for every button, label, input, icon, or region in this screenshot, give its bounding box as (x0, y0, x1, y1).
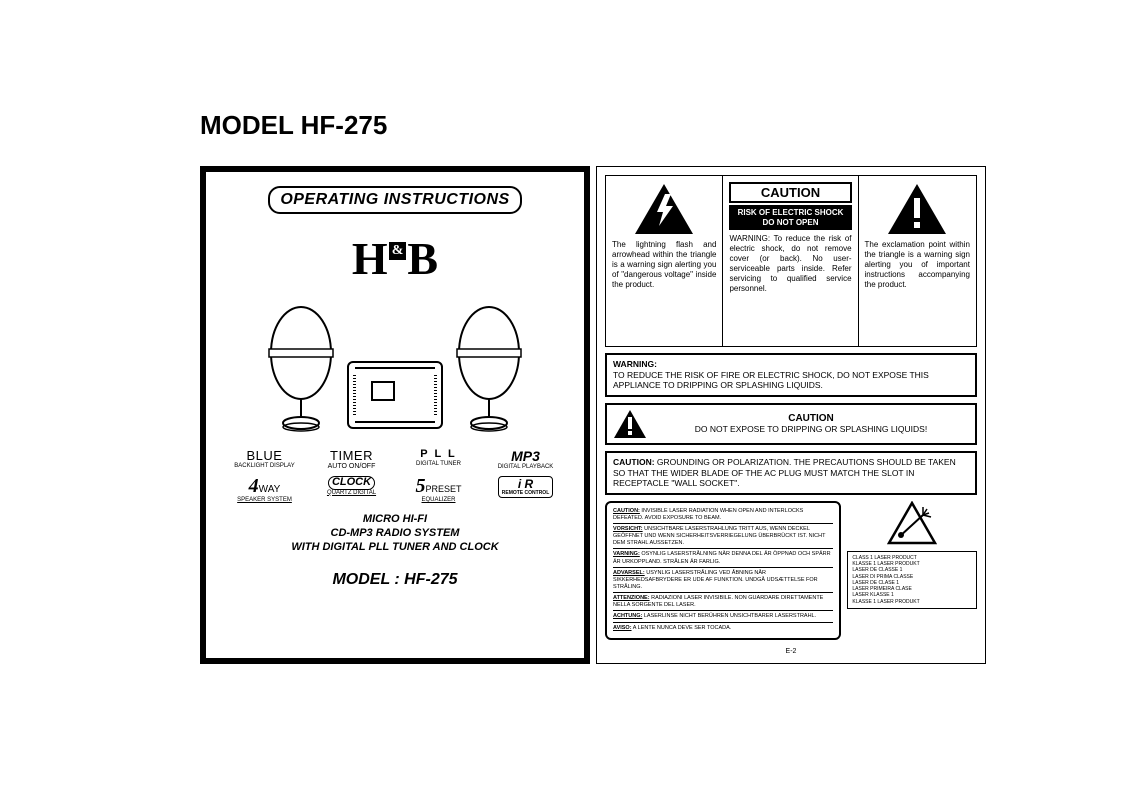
product-illustration (263, 295, 527, 435)
left-speaker-icon (263, 303, 339, 435)
logo-h: H (352, 232, 388, 285)
page-number: E-2 (605, 648, 977, 655)
feature-remote: i R REMOTE CONTROL (487, 476, 564, 503)
feature-grid: BLUE BACKLIGHT DISPLAY TIMER AUTO ON/OFF… (218, 449, 572, 503)
exclamation-triangle-icon (886, 182, 948, 236)
hb-logo: H & B (352, 232, 438, 285)
risk-box: RISK OF ELECTRIC SHOCK DO NOT OPEN (729, 205, 851, 230)
lightning-triangle-icon (633, 182, 695, 236)
feature-preset: 5PRESET EQUALIZER (400, 476, 477, 503)
desc-line-1: MICRO HI-FI (291, 513, 498, 527)
exclamation-cell: The exclamation point within the triangl… (859, 176, 976, 346)
cover-panel: OPERATING INSTRUCTIONS H & B (200, 166, 590, 664)
lightning-text: The lightning flash and arrowhead within… (612, 240, 716, 290)
feature-mp3-sub: DIGITAL PLAYBACK (487, 464, 564, 470)
safety-panel: The lightning flash and arrowhead within… (596, 166, 986, 664)
fire-shock-warning: WARNING: TO REDUCE THE RISK OF FIRE OR E… (605, 353, 977, 397)
laser-en-lbl: CAUTION: (613, 508, 640, 514)
feature-clock-sub: QUARTZ DIGITAL (313, 490, 390, 496)
feature-timer-sub: AUTO ON/OFF (313, 463, 390, 470)
feature-4way-sub: SPEAKER SYSTEM (226, 497, 303, 503)
laser-pt-txt: A LENTE NUNCA DEVE SER TOCADA. (632, 625, 732, 631)
laser-it-lbl: ATTENZIONE: (613, 595, 650, 601)
logo-b: B (407, 232, 438, 285)
feature-remote-title: i R (518, 477, 533, 491)
feature-timer-title: TIMER (313, 449, 390, 463)
risk-line-1: RISK OF ELECTRIC SHOCK (731, 208, 849, 218)
desc-line-2: CD-MP3 RADIO SYSTEM (291, 527, 498, 541)
product-description: MICRO HI-FI CD-MP3 RADIO SYSTEM WITH DIG… (291, 513, 498, 554)
feature-blue-title: BLUE (226, 449, 303, 463)
laser-it: ATTENZIONE: RADIAZIONI LASER INVISIBILE.… (613, 594, 833, 611)
feature-pll: P L L DIGITAL TUNER (400, 449, 477, 470)
right-speaker-icon (451, 303, 527, 435)
laser-multilang-box: CAUTION: INVISIBLE LASER RADIATION WHEN … (605, 501, 841, 640)
laser-de2-lbl: ACHTUNG: (613, 613, 642, 619)
laser-sv-lbl: VARNING: (613, 551, 640, 557)
risk-line-2: DO NOT OPEN (731, 218, 849, 228)
laser-de2-txt: LASERLINSE NICHT BERÜHREN UNSICHTBARER L… (642, 613, 816, 619)
feature-clock: CLOCK QUARTZ DIGITAL (313, 476, 390, 503)
laser-da: ADVARSEL: USYNLIG LASERSTRÅLING VED ÅBNI… (613, 569, 833, 593)
laser-en-txt: INVISIBLE LASER RADIATION WHEN OPEN AND … (613, 508, 803, 521)
laser-de: VORSICHT: UNSICHTBARE LASERSTRAHLUNG TRI… (613, 525, 833, 549)
feature-mp3-title: MP3 (487, 449, 564, 464)
splash-caution-text: CAUTION DO NOT EXPOSE TO DRIPPING OR SPL… (653, 413, 969, 434)
laser-da-lbl: ADVARSEL: (613, 570, 645, 576)
feature-4way-title: WAY (259, 484, 281, 495)
feature-blue: BLUE BACKLIGHT DISPLAY (226, 449, 303, 470)
laser-pt: AVISO: A LENTE NUNCA DEVE SER TOCADA. (613, 624, 833, 633)
page-title: MODEL HF-275 (200, 110, 387, 141)
laser-symbol-column: CLASS 1 LASER PRODUCT KLASSE 1 LASER PRO… (847, 501, 977, 640)
splash-caution-header: CAUTION (653, 413, 969, 424)
warning-text: WARNING: To reduce the risk of electric … (729, 234, 851, 294)
splash-caution-row: CAUTION DO NOT EXPOSE TO DRIPPING OR SPL… (605, 403, 977, 445)
laser-sv: VARNING: OSYNLIG LASERSTRÅLNING NÄR DENN… (613, 550, 833, 567)
exclamation-text: The exclamation point within the triangl… (865, 240, 970, 290)
splash-caution-body: DO NOT EXPOSE TO DRIPPING OR SPLASHING L… (695, 424, 927, 434)
laser-triangle-icon (887, 501, 937, 545)
feature-4way-digit: 4 (249, 475, 259, 497)
caution-heading: CAUTION (729, 182, 851, 203)
laser-class-box: CLASS 1 LASER PRODUCT KLASSE 1 LASER PRO… (847, 551, 977, 609)
laser-sv-txt: OSYNLIG LASERSTRÅLNING NÄR DENNA DEL ÄR … (613, 551, 831, 564)
fire-shock-header: WARNING: (613, 359, 657, 369)
laser-pt-lbl: AVISO: (613, 625, 632, 631)
laser-de2: ACHTUNG: LASERLINSE NICHT BERÜHREN UNSIC… (613, 612, 833, 622)
class-line-7: KLASSE 1 LASER PRODUKT (852, 599, 972, 605)
feature-preset-title: PRESET (425, 484, 461, 494)
main-unit-icon (347, 361, 443, 429)
lightning-cell: The lightning flash and arrowhead within… (606, 176, 723, 346)
grounding-text: GROUNDING OR POLARIZATION. THE PRECAUTIO… (613, 457, 956, 488)
exclamation-small-icon (613, 409, 647, 439)
model-label: MODEL : HF-275 (332, 571, 457, 589)
laser-row: CAUTION: INVISIBLE LASER RADIATION WHEN … (605, 501, 977, 640)
feature-4way: 4WAY SPEAKER SYSTEM (226, 476, 303, 503)
feature-preset-digit: 5 (415, 475, 425, 497)
caution-cell: CAUTION RISK OF ELECTRIC SHOCK DO NOT OP… (723, 176, 858, 346)
feature-remote-sub: REMOTE CONTROL (502, 491, 550, 496)
feature-clock-title: CLOCK (328, 476, 375, 490)
top-warning-row: The lightning flash and arrowhead within… (605, 175, 977, 347)
laser-de-txt: UNSICHTBARE LASERSTRAHLUNG TRITT AUS, WE… (613, 526, 825, 546)
fire-shock-text: TO REDUCE THE RISK OF FIRE OR ELECTRIC S… (613, 370, 929, 391)
grounding-header: CAUTION: (613, 457, 655, 467)
grounding-caution: CAUTION: GROUNDING OR POLARIZATION. THE … (605, 451, 977, 495)
feature-timer: TIMER AUTO ON/OFF (313, 449, 390, 470)
logo-ampersand: & (389, 242, 407, 260)
content-columns: OPERATING INSTRUCTIONS H & B (200, 166, 986, 664)
operating-instructions-heading: OPERATING INSTRUCTIONS (268, 186, 521, 214)
laser-de-lbl: VORSICHT: (613, 526, 643, 532)
feature-blue-sub: BACKLIGHT DISPLAY (226, 463, 303, 469)
feature-pll-title: P L L (400, 449, 477, 461)
feature-preset-sub: EQUALIZER (400, 497, 477, 503)
desc-line-3: WITH DIGITAL PLL TUNER AND CLOCK (291, 541, 498, 555)
feature-pll-sub: DIGITAL TUNER (400, 461, 477, 467)
laser-en: CAUTION: INVISIBLE LASER RADIATION WHEN … (613, 507, 833, 524)
feature-mp3: MP3 DIGITAL PLAYBACK (487, 449, 564, 470)
